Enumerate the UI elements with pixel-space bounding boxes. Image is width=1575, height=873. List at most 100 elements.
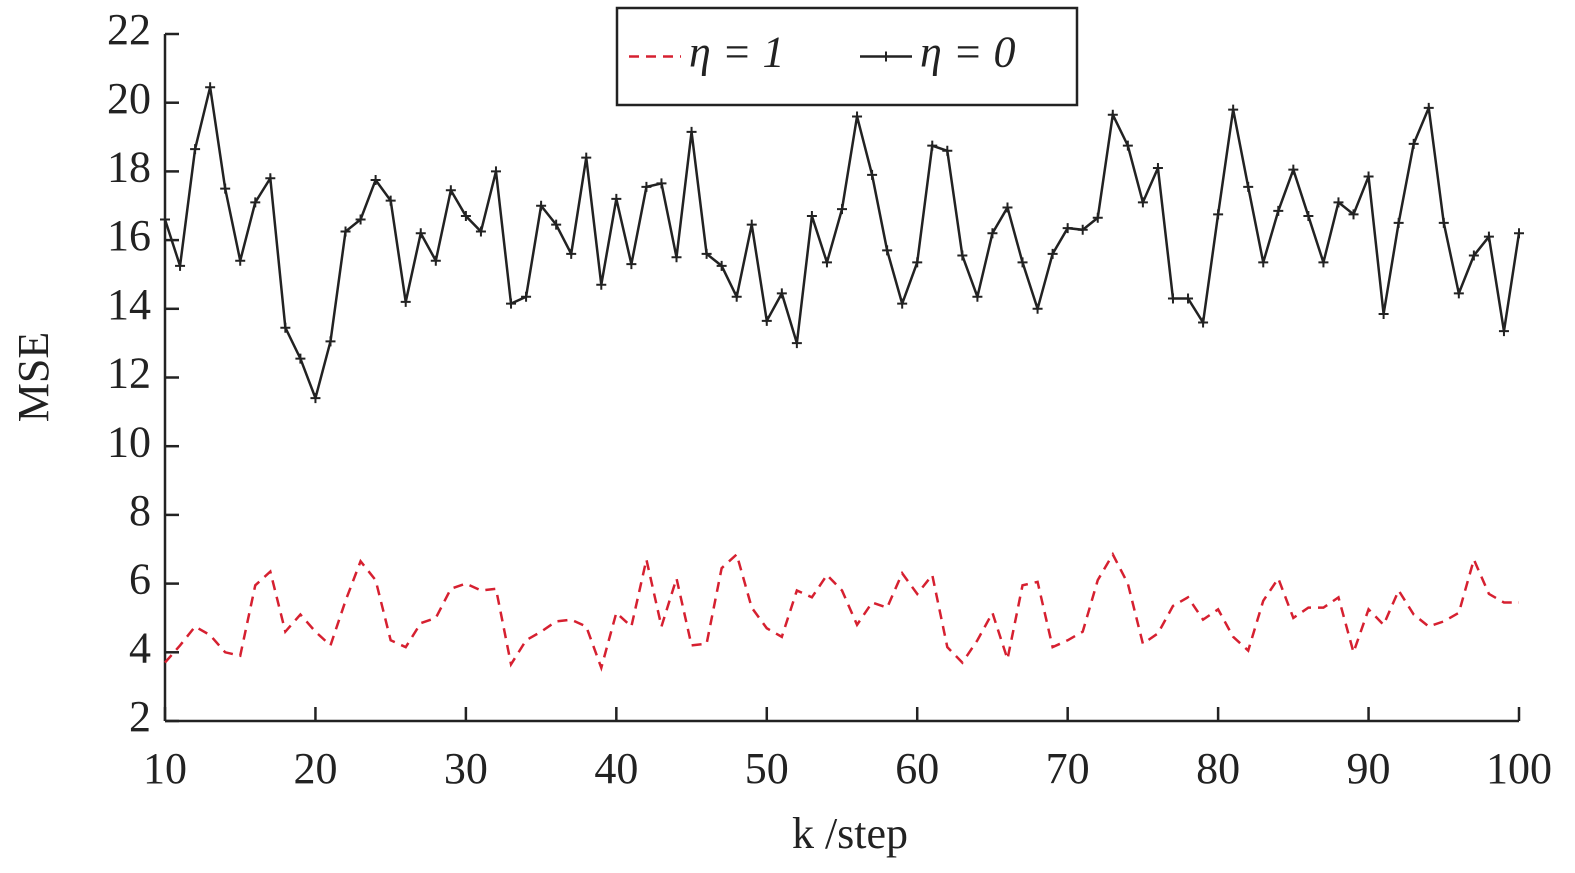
- point-marker: [897, 298, 908, 309]
- point-marker: [340, 226, 351, 237]
- point-marker: [761, 315, 772, 326]
- point-marker: [1438, 217, 1449, 228]
- point-marker: [1198, 317, 1209, 328]
- point-marker: [1363, 171, 1374, 182]
- point-marker: [852, 111, 863, 122]
- point-marker: [1167, 293, 1178, 304]
- point-marker: [295, 353, 306, 364]
- point-marker: [280, 322, 291, 333]
- point-marker: [686, 126, 697, 137]
- x-tick-label: 30: [444, 744, 488, 793]
- point-marker: [400, 296, 411, 307]
- point-marker: [837, 204, 847, 215]
- point-marker: [1062, 223, 1073, 234]
- x-tick-label: 70: [1046, 744, 1090, 793]
- x-tick-label: 50: [745, 744, 789, 793]
- y-tick-label: 4: [129, 623, 151, 672]
- point-marker: [1213, 209, 1224, 220]
- y-tick-label: 20: [107, 74, 151, 123]
- point-marker: [716, 260, 727, 271]
- series-line: [164, 551, 1519, 672]
- y-tick-label: 16: [107, 211, 151, 260]
- y-tick-label: 18: [107, 142, 151, 191]
- point-marker: [1017, 257, 1028, 268]
- point-marker: [806, 211, 817, 222]
- point-marker: [385, 195, 396, 206]
- point-marker: [1137, 197, 1148, 208]
- point-marker: [1002, 202, 1013, 213]
- point-marker: [1243, 181, 1254, 192]
- point-marker: [430, 255, 441, 266]
- point-marker: [987, 228, 998, 239]
- x-tick-label: 10: [143, 744, 187, 793]
- point-marker: [175, 260, 186, 271]
- legend-box: [615, 6, 1079, 107]
- point-marker: [1498, 326, 1509, 337]
- point-marker: [957, 250, 968, 261]
- point-marker: [746, 219, 757, 230]
- y-tick-label: 12: [107, 349, 151, 398]
- point-marker: [370, 174, 381, 185]
- point-marker: [506, 298, 517, 309]
- point-marker: [626, 259, 637, 270]
- point-marker: [536, 200, 547, 211]
- point-marker: [250, 197, 261, 208]
- series-line: [163, 86, 1521, 403]
- point-marker: [581, 152, 592, 163]
- point-marker: [265, 173, 276, 184]
- point-marker: [1152, 162, 1163, 173]
- point-marker: [791, 338, 802, 349]
- legend-label: η = 0: [920, 28, 1016, 77]
- point-marker: [1258, 257, 1269, 268]
- point-marker: [445, 185, 456, 196]
- point-marker: [521, 291, 532, 302]
- point-marker: [867, 169, 878, 180]
- point-marker: [611, 193, 622, 204]
- point-marker: [415, 228, 426, 239]
- point-marker: [1514, 228, 1524, 239]
- x-tick-label: 40: [594, 744, 638, 793]
- point-marker: [1348, 209, 1359, 220]
- point-marker: [1092, 212, 1103, 223]
- y-tick-label: 6: [129, 555, 151, 604]
- point-marker: [1047, 248, 1058, 259]
- point-marker: [1423, 102, 1434, 113]
- y-tick-label: 14: [107, 280, 151, 329]
- point-marker: [1333, 197, 1344, 208]
- point-marker: [882, 245, 893, 256]
- point-marker: [1183, 293, 1194, 304]
- y-tick-label: 10: [107, 417, 151, 466]
- point-marker: [927, 140, 938, 151]
- legend-label: η = 1: [689, 28, 785, 77]
- point-marker: [596, 279, 607, 290]
- point-marker: [972, 291, 983, 302]
- point-marker: [671, 252, 682, 263]
- x-axis-label: k /step: [792, 809, 908, 858]
- point-marker: [942, 145, 953, 156]
- point-marker: [220, 183, 231, 194]
- point-marker: [310, 393, 321, 404]
- point-marker: [656, 178, 667, 189]
- point-marker: [1453, 288, 1464, 299]
- x-tick-label: 20: [293, 744, 337, 793]
- y-tick-label: 8: [129, 486, 151, 535]
- point-marker: [1032, 303, 1043, 314]
- x-tick-label: 80: [1196, 744, 1240, 793]
- point-marker: [1273, 205, 1284, 216]
- point-marker: [490, 166, 501, 177]
- x-tick-label: 60: [895, 744, 939, 793]
- point-marker: [1288, 164, 1299, 175]
- point-marker: [160, 214, 170, 225]
- y-tick-label: 2: [129, 692, 151, 741]
- point-marker: [190, 144, 201, 155]
- point-marker: [1468, 250, 1479, 261]
- point-marker: [475, 226, 486, 237]
- point-marker: [1303, 211, 1314, 222]
- legend-marker: [881, 51, 891, 62]
- x-tick-label: 90: [1347, 744, 1391, 793]
- x-tick-label: 100: [1486, 744, 1552, 793]
- point-marker: [1077, 224, 1088, 235]
- y-axis-label: MSE: [9, 332, 58, 422]
- point-marker: [566, 248, 577, 259]
